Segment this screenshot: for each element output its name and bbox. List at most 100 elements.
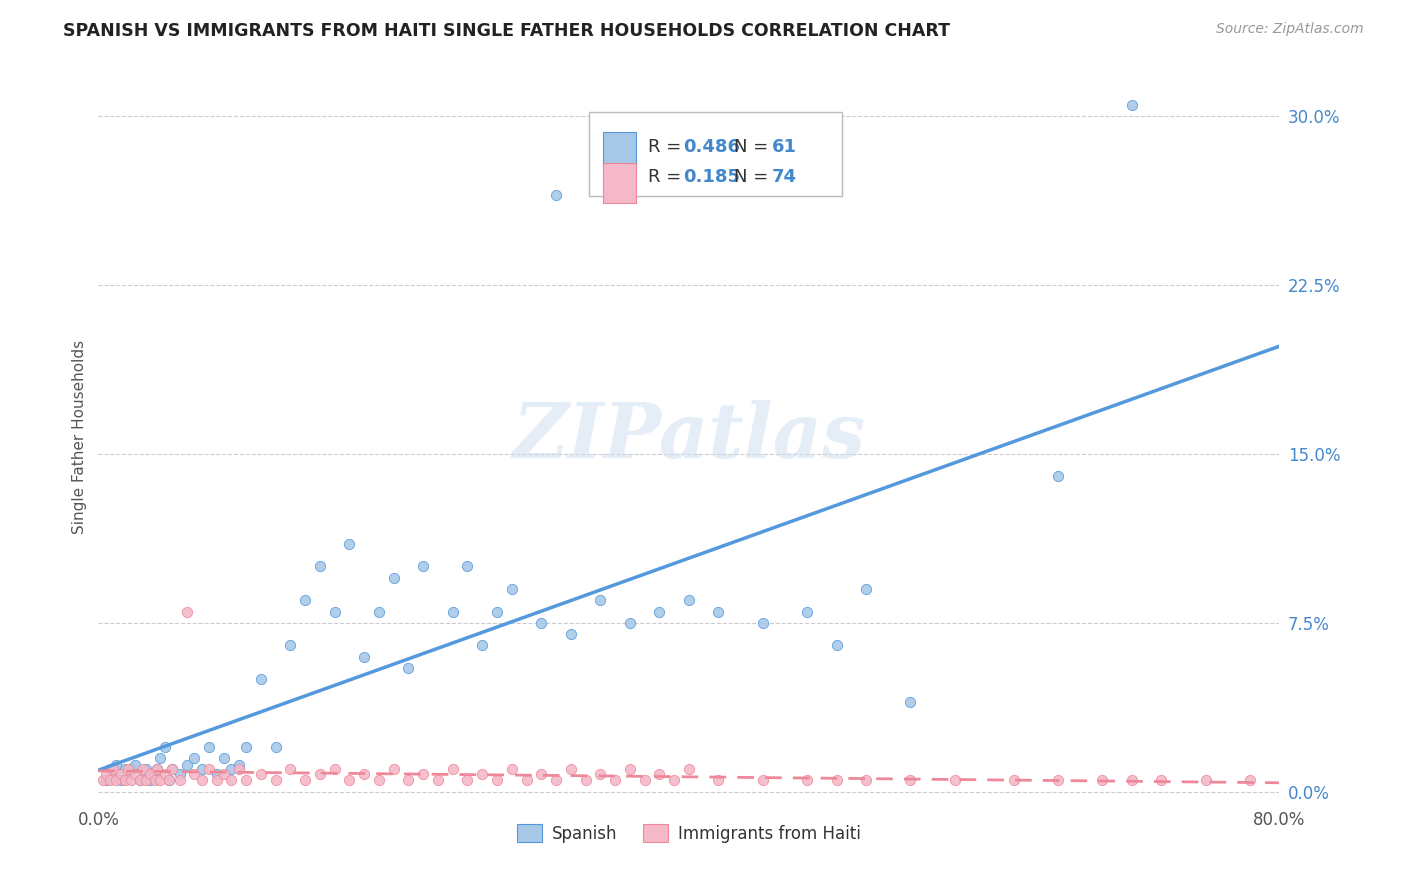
- Point: [212, 751, 235, 765]
- Point: [546, 773, 568, 788]
- Bar: [589, 112, 842, 195]
- Point: [796, 773, 818, 788]
- Legend: Spanish, Immigrants from Haiti: Spanish, Immigrants from Haiti: [510, 818, 868, 849]
- Point: [900, 694, 922, 708]
- Point: [648, 605, 671, 619]
- Point: [149, 751, 172, 765]
- Point: [589, 766, 612, 780]
- Point: [176, 757, 198, 772]
- Text: 0.486: 0.486: [683, 137, 740, 156]
- Point: [120, 762, 142, 776]
- Point: [135, 773, 157, 788]
- Point: [353, 649, 375, 664]
- Point: [457, 559, 479, 574]
- Point: [398, 661, 420, 675]
- Point: [205, 766, 228, 780]
- Text: ZIPatlas: ZIPatlas: [512, 401, 866, 474]
- Point: [128, 773, 150, 788]
- Point: [132, 762, 155, 776]
- Point: [1046, 773, 1070, 788]
- Point: [105, 757, 128, 772]
- Point: [183, 751, 205, 765]
- Point: [412, 766, 434, 780]
- Point: [427, 773, 450, 788]
- Point: [560, 627, 582, 641]
- Point: [825, 773, 848, 788]
- Point: [441, 762, 464, 776]
- Point: [501, 582, 523, 596]
- Point: [191, 773, 214, 788]
- Point: [280, 638, 302, 652]
- Point: [368, 773, 391, 788]
- Point: [235, 739, 257, 754]
- Point: [157, 773, 180, 788]
- Point: [198, 762, 221, 776]
- Point: [471, 766, 494, 780]
- Bar: [603, 132, 636, 172]
- Text: N =: N =: [734, 137, 768, 156]
- Point: [264, 773, 287, 788]
- Point: [153, 739, 176, 754]
- Point: [605, 773, 627, 788]
- Point: [516, 773, 538, 788]
- Point: [441, 605, 464, 619]
- Point: [648, 766, 671, 780]
- Point: [1239, 773, 1261, 788]
- Point: [221, 762, 243, 776]
- Point: [1121, 98, 1143, 112]
- Point: [235, 773, 257, 788]
- Text: 74: 74: [772, 169, 797, 186]
- Point: [486, 605, 509, 619]
- Point: [280, 762, 302, 776]
- Point: [398, 773, 420, 788]
- Point: [501, 762, 523, 776]
- Point: [855, 773, 877, 788]
- Point: [183, 766, 205, 780]
- Point: [176, 605, 198, 619]
- Point: [221, 773, 243, 788]
- Point: [169, 773, 191, 788]
- Point: [752, 615, 775, 630]
- Point: [309, 559, 332, 574]
- Point: [162, 762, 183, 776]
- Point: [1121, 773, 1143, 788]
- Point: [114, 773, 136, 788]
- Point: [1046, 469, 1070, 483]
- Point: [323, 762, 346, 776]
- Text: R =: R =: [648, 137, 681, 156]
- Point: [103, 762, 125, 776]
- Point: [124, 766, 146, 780]
- Point: [198, 739, 221, 754]
- Point: [94, 773, 117, 788]
- Point: [707, 773, 730, 788]
- Point: [91, 773, 114, 788]
- Point: [825, 638, 848, 652]
- Point: [900, 773, 922, 788]
- Point: [294, 593, 316, 607]
- Point: [143, 773, 166, 788]
- Point: [228, 757, 250, 772]
- Point: [250, 766, 273, 780]
- Point: [943, 773, 966, 788]
- Point: [619, 762, 641, 776]
- Point: [205, 773, 228, 788]
- Point: [191, 762, 214, 776]
- Point: [1002, 773, 1025, 788]
- Point: [589, 593, 612, 607]
- Point: [124, 757, 146, 772]
- Point: [94, 766, 117, 780]
- Text: 61: 61: [772, 137, 797, 156]
- Text: SPANISH VS IMMIGRANTS FROM HAITI SINGLE FATHER HOUSEHOLDS CORRELATION CHART: SPANISH VS IMMIGRANTS FROM HAITI SINGLE …: [63, 22, 950, 40]
- Point: [105, 773, 128, 788]
- Point: [707, 605, 730, 619]
- Point: [139, 766, 162, 780]
- Point: [117, 766, 139, 780]
- Bar: [603, 163, 636, 203]
- Point: [796, 605, 818, 619]
- Point: [146, 762, 169, 776]
- Point: [149, 773, 172, 788]
- Point: [264, 739, 287, 754]
- Point: [382, 571, 405, 585]
- Point: [135, 762, 157, 776]
- Point: [228, 762, 250, 776]
